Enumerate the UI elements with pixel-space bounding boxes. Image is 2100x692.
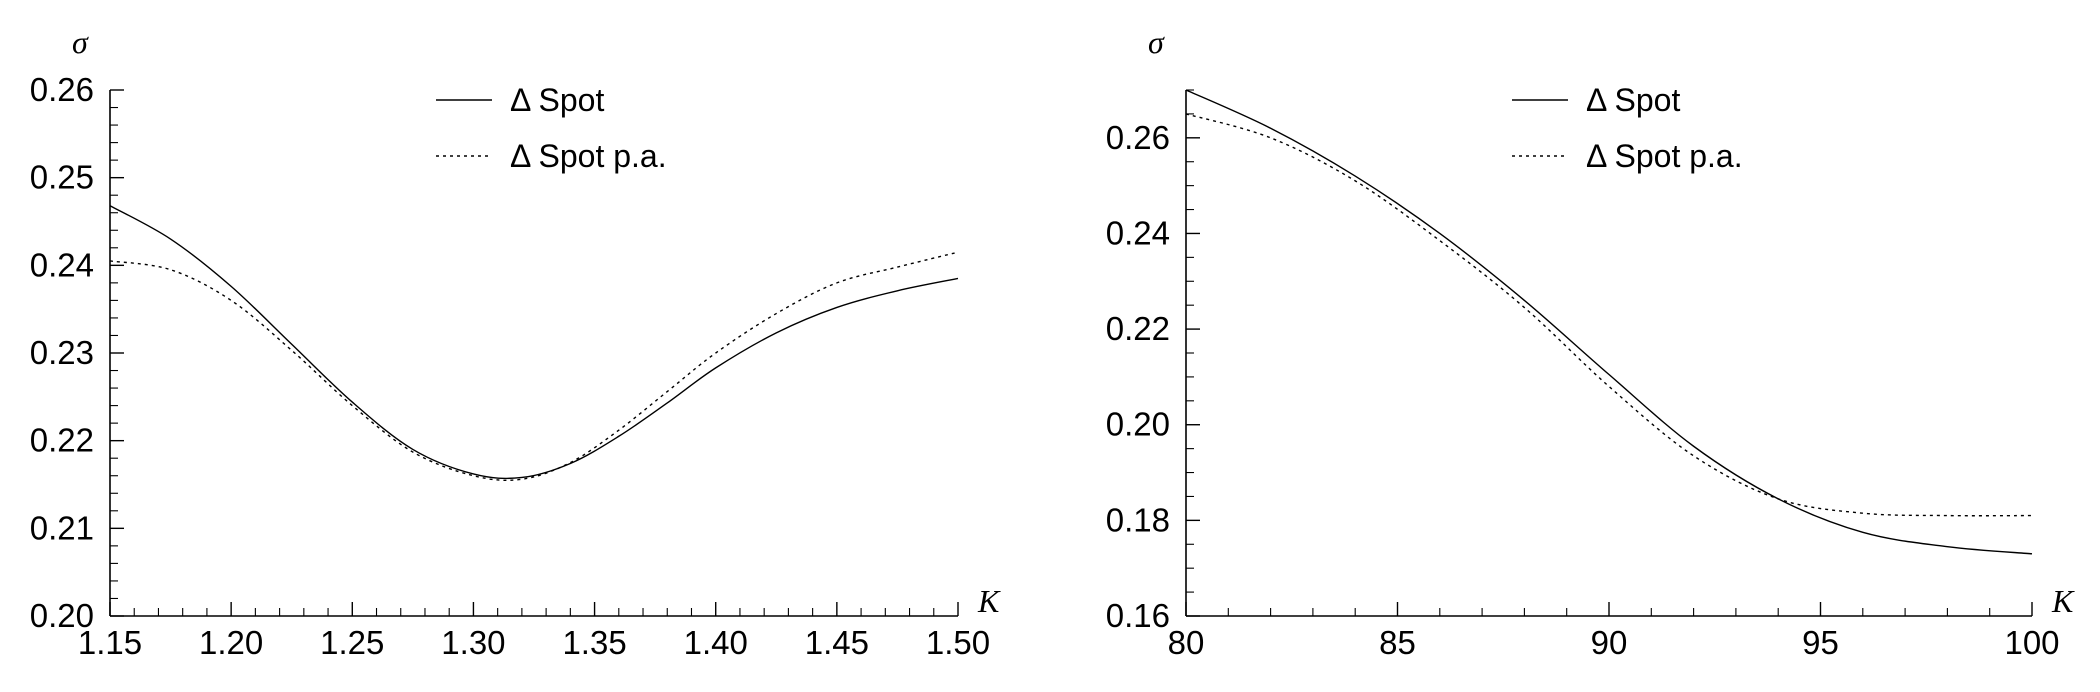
x-tick-label: 1.35 xyxy=(562,624,626,661)
y-tick-label: 0.18 xyxy=(1106,501,1170,538)
y-tick-label: 0.26 xyxy=(30,71,94,108)
x-tick-label: 1.45 xyxy=(805,624,869,661)
series-line-spot-pa xyxy=(109,251,959,481)
legend-label: Δ Spot xyxy=(1586,82,1680,118)
x-axis-label: K xyxy=(2051,583,2075,619)
x-tick-label: 100 xyxy=(2004,624,2059,661)
y-tick-label: 0.20 xyxy=(30,597,94,634)
y-tick-label: 0.22 xyxy=(30,422,94,459)
y-tick-label: 0.24 xyxy=(1106,214,1170,251)
legend-label: Δ Spot p.a. xyxy=(510,138,667,174)
x-tick-label: 85 xyxy=(1379,624,1416,661)
x-tick-label: 95 xyxy=(1802,624,1839,661)
x-tick-label: 1.15 xyxy=(78,624,142,661)
y-axis-label: σ xyxy=(1148,24,1165,60)
series-line-spot xyxy=(109,205,959,480)
series-line-spot-pa xyxy=(1185,113,2033,517)
legend-label: Δ Spot p.a. xyxy=(1586,138,1743,174)
x-tick-label: 1.50 xyxy=(926,624,990,661)
x-tick-label: 1.20 xyxy=(199,624,263,661)
y-tick-label: 0.26 xyxy=(1106,119,1170,156)
chart-right: 80 85 90 95 100 0.16 0.18 0.20 0.22 0.24 0.26 σ K Δ S… xyxy=(1106,24,2075,661)
y-tick-label: 0.24 xyxy=(30,246,94,283)
y-tick-label: 0.21 xyxy=(30,509,94,546)
x-axis-label: K xyxy=(977,583,1001,619)
y-tick-label: 0.25 xyxy=(30,159,94,196)
x-tick-label: 90 xyxy=(1591,624,1628,661)
series-line-spot xyxy=(1185,89,2033,555)
y-tick-label: 0.20 xyxy=(1106,406,1170,443)
legend-label: Δ Spot xyxy=(510,82,604,118)
y-tick-label: 0.16 xyxy=(1106,597,1170,634)
y-axis-label: σ xyxy=(72,24,89,60)
y-tick-label: 0.22 xyxy=(1106,310,1170,347)
y-tick-label: 0.23 xyxy=(30,334,94,371)
x-tick-label: 1.25 xyxy=(320,624,384,661)
x-tick-label: 1.30 xyxy=(441,624,505,661)
x-tick-label: 1.40 xyxy=(684,624,748,661)
chart-left: 1.15 1.20 1.25 1.30 1.35 1.40 1.45 1.50 0.20 0.21… xyxy=(30,24,1001,661)
x-tick-label: 80 xyxy=(1168,624,1205,661)
